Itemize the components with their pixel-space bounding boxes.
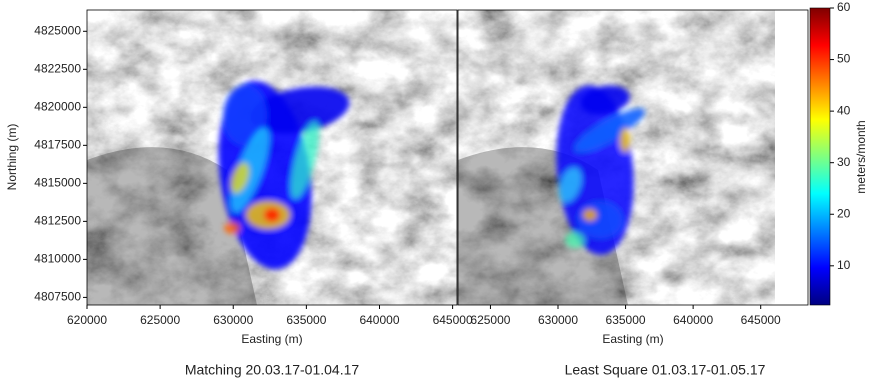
x-axis-label: Easting (m) [602,332,663,346]
x-tick-label: 630000 [538,313,578,327]
y-tick-label: 4822500 [34,61,81,75]
y-tick-label: 4820000 [34,99,81,113]
x-tick-label: 625000 [140,313,180,327]
velocity-patch [224,222,240,234]
y-tick-label: 4812500 [34,214,81,228]
y-tick-label: 4810000 [34,252,81,266]
x-tick-label: 620000 [67,313,107,327]
caption: Least Square 01.03.17-01.05.17 [565,362,766,378]
x-tick-label: 635000 [286,313,326,327]
x-axis-label: Easting (m) [241,332,302,346]
x-tick-label: 625000 [470,313,510,327]
y-tick-label: 4815000 [34,176,81,190]
figure: 620000 625000 630000 635000 640000 645000 4807… [0,0,870,382]
y-axis-label: Northing (m) [5,124,19,191]
x-tick-label: 640000 [359,313,399,327]
velocity-patch [565,232,585,248]
colorbar-tick-label: 60 [837,0,851,14]
colorbar-tick-label: 40 [837,103,851,117]
colorbar-tick-label: 10 [837,258,851,272]
colorbar-tick-label: 50 [837,52,851,66]
x-tick-label: 645000 [433,313,473,327]
y-tick-label: 4817500 [34,138,81,152]
y-tick-label: 4807500 [34,290,81,304]
velocity-patch [264,208,280,222]
colorbar-tick-label: 30 [837,155,851,169]
caption: Matching 20.03.17-01.04.17 [185,362,360,378]
satellite-image [87,10,457,305]
x-tick-label: 630000 [213,313,253,327]
colorbar [810,8,830,305]
velocity-patch [620,128,630,152]
satellite-image [458,10,775,305]
x-tick-label: 640000 [673,313,713,327]
x-tick-label: 645000 [741,313,781,327]
colorbar-tick-label: 20 [837,206,851,220]
velocity-patch [578,202,622,238]
colorbar-label: meters/month [854,120,868,193]
velocity-patch [583,209,597,221]
x-tick-label: 635000 [606,313,646,327]
y-tick-label: 4825000 [34,23,81,37]
